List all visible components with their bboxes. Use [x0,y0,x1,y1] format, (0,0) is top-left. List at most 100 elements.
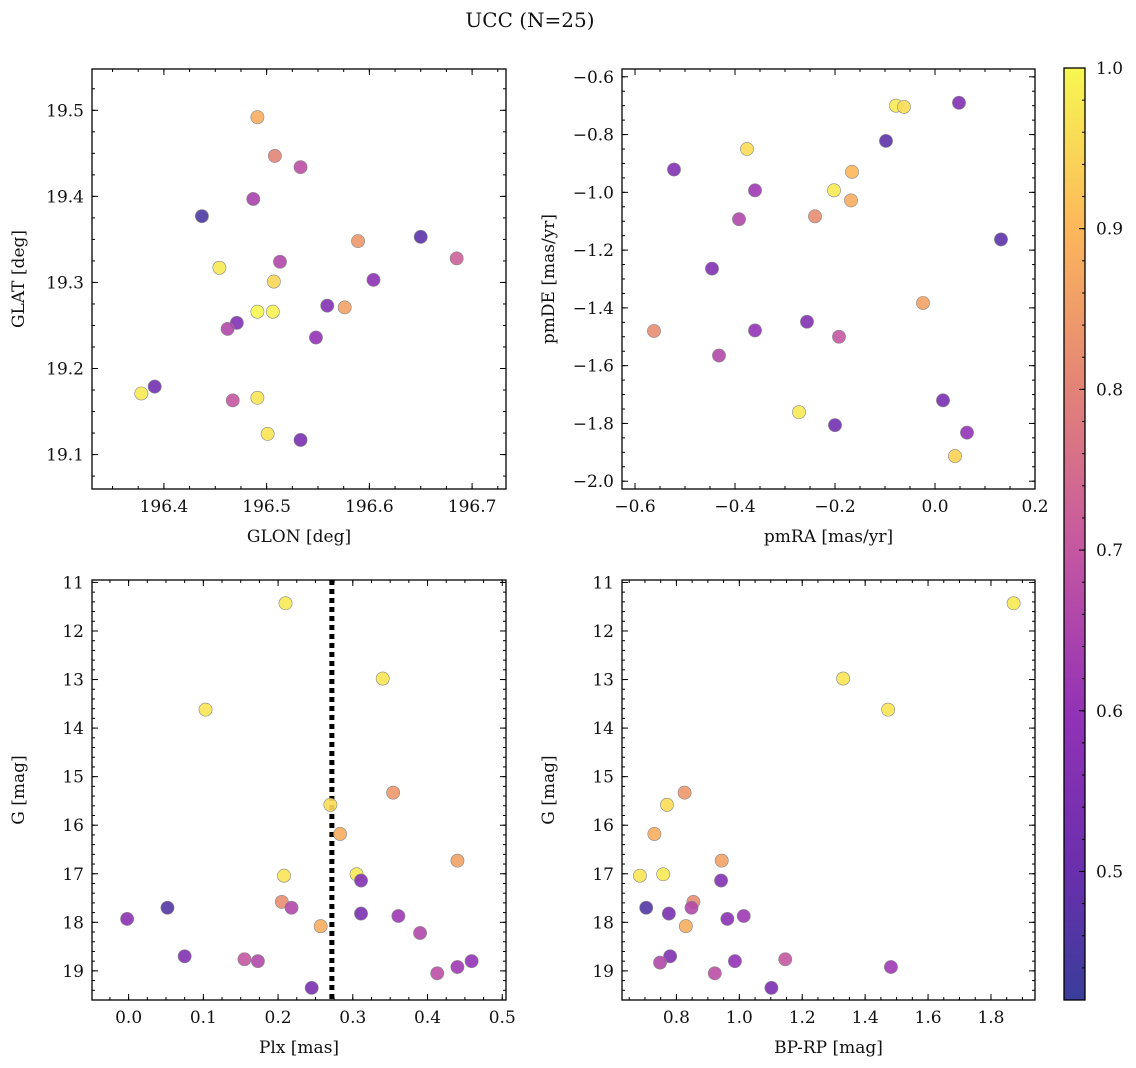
scatter-point [952,95,966,110]
scatter-point [661,906,676,921]
colorbar-tick-label: 1.0 [1096,59,1123,79]
y-tick-label: 17 [592,865,614,885]
colorbar-gradient [1064,68,1085,1000]
plot-frame-plx-g [91,579,507,1001]
panel-plx-g: 0.0 0.1 0.2 0.3 0.4 0.5 11 12 13 14 15 16 17 18 19 Plx … [9,573,516,1058]
y-tick-label: 13 [592,671,614,691]
scatter-point [667,162,681,177]
y-tick-label: −1.8 [573,414,614,434]
y-tick-label: 19.5 [46,101,84,121]
scatter-point [375,671,390,686]
scatter-point [250,390,265,405]
colorbar-frame [1063,67,1086,1001]
colorbar-tick-label: 0.9 [1096,220,1123,240]
colorbar-tick-label: 0.5 [1096,862,1123,882]
y-tick-label: 16 [592,816,614,836]
y-tick-label: 12 [592,622,614,642]
y-tick-label: −1.0 [573,183,614,203]
y-axis-label: G [mag] [539,755,559,824]
x-tick-label: 0.5 [489,1008,516,1028]
y-tick-label: 18 [62,913,84,933]
y-axis-label: G [mag] [9,755,29,824]
panel-bprp-g: 0.8 1.0 1.2 1.4 1.6 1.8 11 12 13 14 15 16 17 18 19 BP-R… [539,573,1036,1058]
scatter-point [160,900,175,915]
y-tick-label: −1.2 [573,241,614,261]
scatter-point [266,274,281,289]
scatter-point [391,909,406,923]
x-tick-label: 0.2 [265,1008,292,1028]
scatter-point [832,329,846,344]
scatter-point [267,149,282,163]
scatter-point [647,827,662,841]
scatter-point [828,418,842,433]
scatter-point [293,160,308,175]
x-tick-label: 1.8 [977,1008,1004,1028]
scatter-point [309,330,323,345]
scatter-point [653,955,667,970]
scatter-point [656,867,671,882]
y-axis-label: GLAT [deg] [9,230,29,328]
scatter-point [320,298,335,313]
scatter-point [246,192,261,206]
scatter-point [639,900,654,915]
scatter-point [220,322,235,336]
scatter-point [732,212,746,227]
scatter-point [250,110,265,125]
scatter-point [748,323,762,338]
scatter-point [366,272,381,287]
x-tick-label: 0.0 [921,497,948,517]
x-tick-label: 0.1 [190,1008,217,1028]
scatter-point [195,209,209,224]
scatter-point [808,209,822,224]
y-tick-label: 12 [62,622,84,642]
scatter-point [225,393,240,408]
x-axis-label: BP-RP [mag] [774,1038,883,1058]
plot-frame-pmra-pmde [621,68,1036,490]
minor-ticks [92,69,506,489]
x-tick-label: 1.4 [852,1008,879,1028]
colorbar-tick-label: 0.8 [1096,380,1123,400]
scatter-point [250,304,265,319]
plot-frame-bprp-g [621,579,1036,1001]
scatter-point [764,980,779,995]
scatter-point [351,234,365,249]
scatter-point [792,405,806,420]
scatter-point [284,900,299,915]
y-tick-label: 16 [62,816,84,836]
y-tick-label: 14 [592,719,614,739]
scatter-point [413,926,427,940]
y-tick-label: 17 [62,865,84,885]
minor-ticks [92,580,506,1001]
scatter-point [323,797,338,812]
scatter-point [778,952,793,967]
scatter-point [386,785,401,800]
scatter-point [337,300,352,315]
scatter-point [712,348,726,363]
y-tick-label: 11 [62,573,84,593]
y-tick-label: 14 [62,719,84,739]
x-tick-label: 0.8 [663,1008,690,1028]
x-tick-label: 196.7 [448,497,497,517]
scatter-point [740,142,754,156]
panel-glon-glat: 196.4 196.5 196.6 196.7 19.1 19.2 19.3 19.4 19.5… [9,68,507,547]
y-tick-label: 19 [62,962,84,982]
scatter-point [827,183,841,198]
y-tick-label: 19 [592,962,614,982]
scatter-point [333,827,348,841]
x-axis-label: pmRA [mas/yr] [764,527,893,547]
scatter-point [800,314,814,329]
plot-frame-glon-glat [91,68,507,490]
scatter-point [897,99,911,114]
scatter-point [845,164,859,179]
scatter-point [134,386,149,401]
scatter-point [450,960,465,974]
scatter-point [354,873,368,888]
x-tick-label: 196.6 [345,497,394,517]
scatter-point [660,797,674,812]
scatter-point [960,425,974,440]
scatter-point [449,251,464,266]
colorbar-tick-label: 0.6 [1096,702,1123,722]
scatter-point [879,134,893,148]
y-tick-label: −1.4 [573,299,614,319]
